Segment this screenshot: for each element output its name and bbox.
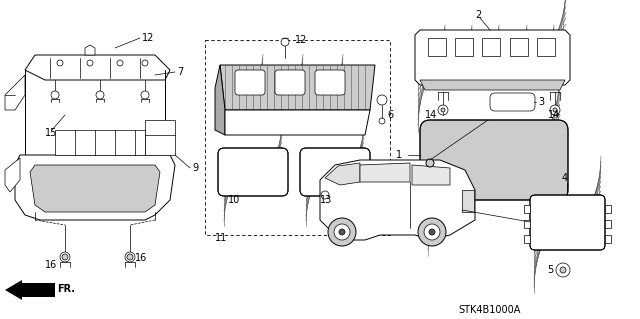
Polygon shape	[420, 80, 565, 90]
FancyBboxPatch shape	[300, 148, 370, 196]
Text: STK4B1000A: STK4B1000A	[459, 305, 521, 315]
Text: 10: 10	[228, 195, 240, 205]
FancyBboxPatch shape	[490, 93, 535, 111]
Text: FR.: FR.	[57, 284, 75, 294]
Bar	[524, 220, 530, 228]
Text: 14: 14	[548, 110, 560, 120]
Polygon shape	[360, 163, 410, 182]
Circle shape	[426, 159, 434, 167]
Bar	[524, 205, 530, 213]
Bar	[205, 40, 390, 235]
Circle shape	[377, 95, 387, 105]
Bar	[428, 38, 446, 56]
Polygon shape	[15, 155, 175, 220]
Polygon shape	[25, 55, 170, 80]
Circle shape	[328, 218, 356, 246]
Text: 15: 15	[45, 128, 58, 138]
Bar	[455, 38, 473, 56]
Circle shape	[429, 229, 435, 235]
FancyBboxPatch shape	[235, 70, 265, 95]
Circle shape	[418, 218, 446, 246]
Text: 16: 16	[135, 253, 147, 263]
FancyBboxPatch shape	[275, 70, 305, 95]
Circle shape	[60, 252, 70, 262]
Circle shape	[438, 105, 448, 115]
Bar	[605, 220, 611, 228]
Bar	[605, 235, 611, 243]
Circle shape	[125, 252, 135, 262]
Text: 7: 7	[177, 67, 183, 77]
Circle shape	[560, 267, 566, 273]
Circle shape	[339, 229, 345, 235]
Text: 3: 3	[538, 97, 544, 107]
Polygon shape	[225, 110, 370, 135]
Polygon shape	[5, 158, 20, 192]
Text: 9: 9	[192, 163, 198, 173]
Bar	[482, 38, 500, 56]
Polygon shape	[5, 280, 22, 300]
Text: 5: 5	[547, 265, 553, 275]
Text: 6: 6	[387, 110, 393, 120]
Bar	[524, 235, 530, 243]
Circle shape	[127, 254, 133, 260]
Circle shape	[281, 38, 289, 46]
Bar	[537, 38, 555, 56]
Polygon shape	[320, 160, 475, 240]
Circle shape	[424, 224, 440, 240]
Circle shape	[51, 91, 59, 99]
Polygon shape	[215, 65, 225, 135]
Polygon shape	[22, 283, 55, 297]
Polygon shape	[5, 75, 25, 110]
Text: 14: 14	[425, 110, 437, 120]
Text: 1: 1	[396, 150, 402, 160]
FancyBboxPatch shape	[218, 148, 288, 196]
Circle shape	[553, 108, 557, 112]
Circle shape	[334, 224, 350, 240]
Circle shape	[441, 108, 445, 112]
Bar	[605, 205, 611, 213]
Text: 12: 12	[295, 35, 307, 45]
FancyBboxPatch shape	[315, 70, 345, 95]
Polygon shape	[412, 165, 450, 185]
Circle shape	[141, 91, 149, 99]
Text: 4: 4	[562, 173, 568, 183]
Polygon shape	[145, 120, 175, 155]
FancyBboxPatch shape	[530, 195, 605, 250]
Polygon shape	[55, 130, 145, 155]
Text: 11: 11	[215, 233, 227, 243]
Circle shape	[321, 191, 329, 199]
Bar	[462, 190, 474, 212]
FancyBboxPatch shape	[420, 120, 568, 200]
Polygon shape	[85, 45, 95, 55]
Polygon shape	[220, 65, 375, 110]
Circle shape	[556, 263, 570, 277]
Text: 13: 13	[320, 195, 332, 205]
Polygon shape	[30, 165, 160, 212]
Circle shape	[96, 91, 104, 99]
Bar	[510, 38, 528, 56]
Polygon shape	[325, 163, 360, 185]
Text: 16: 16	[45, 260, 57, 270]
Polygon shape	[415, 30, 570, 85]
Circle shape	[62, 254, 68, 260]
Text: 12: 12	[142, 33, 154, 43]
Circle shape	[550, 105, 560, 115]
Text: 2: 2	[475, 10, 481, 20]
